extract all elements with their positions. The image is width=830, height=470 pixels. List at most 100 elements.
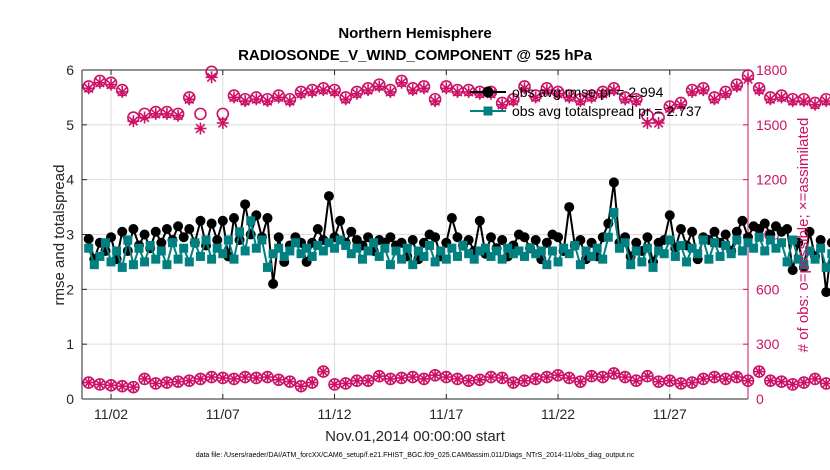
totalspread-marker	[575, 260, 585, 270]
totalspread-marker	[648, 262, 658, 272]
obs-used-assimilated-stroke	[731, 372, 742, 382]
totalspread-marker	[117, 262, 127, 272]
rmse-marker	[430, 232, 441, 243]
obs-possible-assimilated-stroke	[586, 92, 597, 103]
obs-possible-assimilated-stroke	[776, 92, 787, 103]
obs-used-assimilated-stroke	[329, 379, 340, 390]
obs-used-assimilated-stroke	[687, 377, 697, 388]
totalspread-marker	[827, 249, 830, 259]
obs-used-assimilated-marker	[809, 372, 822, 385]
obs-possible-assimilated-marker	[149, 107, 162, 120]
obs-possible-assimilated-stroke	[284, 96, 295, 106]
obs-used-assimilated-marker	[686, 376, 699, 389]
totalspread-marker	[408, 260, 418, 270]
obs-possible-assimilated-marker	[350, 87, 363, 100]
obs-possible-assimilated-marker	[529, 91, 542, 104]
obs-possible-assimilated-marker	[496, 98, 509, 111]
rmse-marker	[128, 224, 139, 235]
rmse-marker	[564, 202, 575, 213]
obs-possible-assimilated-marker	[339, 93, 352, 106]
obs-possible-assimilated-marker	[227, 91, 240, 104]
obs-possible-assimilated-marker	[317, 84, 330, 97]
totalspread-marker	[564, 249, 574, 259]
obs-used-assimilated-stroke	[564, 373, 575, 383]
obs-possible-assimilated-marker	[742, 73, 754, 86]
obs-used-assimilated-stroke	[586, 371, 597, 382]
obs-possible-assimilated-stroke	[352, 88, 362, 99]
obs-used-assimilated-stroke	[251, 373, 262, 383]
obs-possible-assimilated-stroke	[653, 118, 664, 128]
obs-possible-assimilated-stroke	[799, 96, 809, 106]
totalspread-marker	[536, 246, 546, 256]
obs-used-assimilated-marker	[607, 367, 620, 380]
obs-possible-assimilated-stroke	[217, 118, 228, 128]
totalspread-marker	[642, 243, 652, 253]
obs-possible-assimilated-marker	[697, 84, 710, 97]
obs-possible-assimilated-marker	[574, 95, 587, 108]
obs-used-assimilated-marker	[585, 370, 598, 383]
chart-subtitle: RADIOSONDE_V_WIND_COMPONENT @ 525 hPa	[238, 47, 593, 64]
totalspread-marker	[626, 260, 636, 270]
obs-possible-assimilated-stroke	[329, 87, 340, 97]
obs-used-assimilated-stroke	[273, 374, 284, 385]
totalspread-marker	[156, 246, 166, 256]
rmse-marker	[731, 226, 742, 237]
obs-possible-assimilated-stroke	[150, 109, 161, 119]
obs-possible-assimilated-stroke	[407, 85, 418, 95]
y-tick-label-left: 5	[66, 117, 74, 133]
obs-possible-assimilated-marker	[820, 95, 830, 108]
obs-used-assimilated-stroke	[653, 376, 664, 387]
obs-used-assimilated-stroke	[609, 368, 619, 379]
obs-possible-assimilated-stroke	[340, 94, 351, 105]
rmse-marker	[642, 232, 653, 243]
y-tick-label-left: 1	[66, 336, 74, 352]
obs-used-assimilated-marker	[496, 371, 509, 384]
x-tick-label: 11/22	[541, 406, 575, 422]
y-tick-label-left: 2	[66, 281, 74, 297]
obs-used-assimilated-stroke	[810, 374, 820, 384]
totalspread-marker	[782, 257, 792, 267]
totalspread-marker	[140, 257, 150, 267]
obs-possible-assimilated-stroke	[240, 96, 251, 106]
totalspread-marker	[212, 243, 222, 253]
y-tick-label-right: 1800	[756, 62, 787, 78]
legend-spread-marker	[483, 106, 493, 116]
obs-possible-assimilated-stroke	[810, 99, 820, 110]
obs-possible-assimilated-marker	[160, 107, 173, 120]
totalspread-marker	[520, 251, 530, 261]
totalspread-marker	[614, 243, 624, 253]
totalspread-marker	[145, 240, 155, 250]
rmse-marker	[184, 224, 195, 235]
rmse-marker	[804, 226, 815, 237]
obs-possible-assimilated-marker	[105, 78, 118, 91]
obs-possible-assimilated-stroke	[206, 72, 217, 83]
obs-used-assimilated-marker	[574, 375, 587, 388]
obs-possible-possible-marker	[194, 107, 207, 121]
totalspread-marker	[413, 246, 423, 256]
totalspread-marker	[732, 235, 742, 245]
obs-used-assimilated-marker	[216, 371, 229, 384]
totalspread-marker	[89, 260, 99, 270]
rmse-marker	[474, 215, 485, 226]
obs-possible-assimilated-marker	[607, 84, 620, 97]
obs-possible-assimilated-marker	[764, 93, 777, 106]
rmse-marker	[608, 177, 619, 188]
x-tick-label: 11/02	[94, 406, 128, 422]
obs-possible-assimilated-stroke	[553, 88, 563, 99]
totalspread-marker	[486, 251, 496, 261]
totalspread-marker	[84, 243, 94, 253]
obs-used-assimilated-marker	[596, 371, 609, 384]
obs-used-assimilated-stroke	[95, 379, 105, 390]
obs-used-assimilated-marker	[764, 374, 777, 387]
totalspread-marker	[318, 246, 328, 256]
rmse-marker	[737, 215, 748, 226]
obs-used-assimilated-stroke	[206, 372, 217, 382]
obs-used-assimilated-stroke	[698, 374, 709, 384]
chart-title: Northern Hemisphere	[338, 25, 491, 42]
totalspread-marker	[330, 243, 340, 253]
obs-possible-assimilated-marker	[552, 87, 565, 100]
totalspread-marker	[587, 251, 597, 261]
rmse-marker	[195, 215, 206, 226]
obs-used-assimilated-stroke	[385, 374, 396, 384]
y-tick-label-right: 600	[756, 281, 780, 297]
